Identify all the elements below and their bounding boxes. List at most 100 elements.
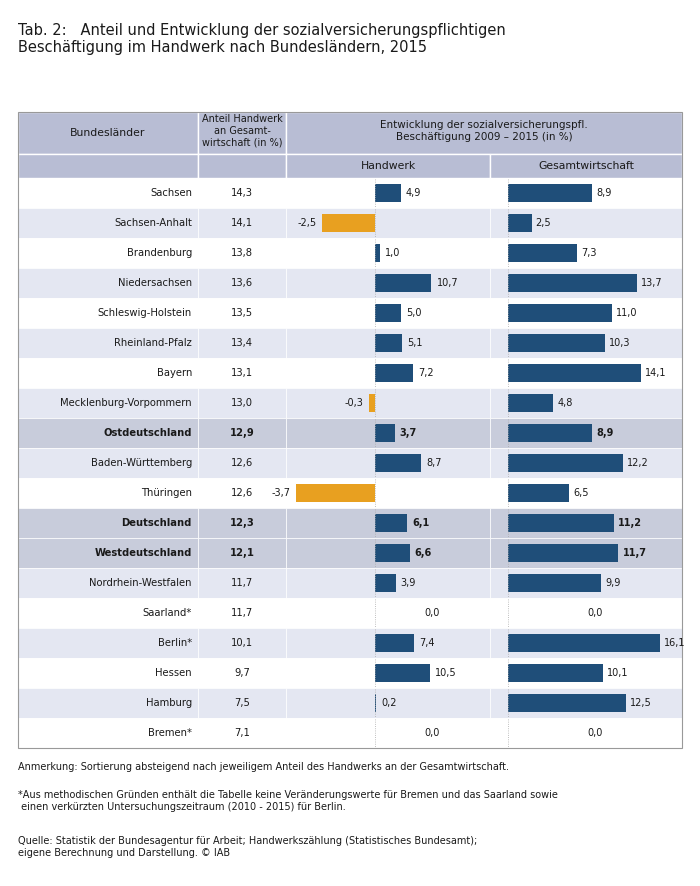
Bar bbox=[490, 388, 682, 418]
Bar bbox=[508, 664, 603, 682]
Text: 7,1: 7,1 bbox=[234, 728, 250, 738]
Text: 11,7: 11,7 bbox=[622, 548, 647, 558]
Bar bbox=[18, 418, 198, 448]
Bar bbox=[286, 538, 490, 568]
Text: 3,7: 3,7 bbox=[400, 428, 416, 438]
Bar bbox=[508, 214, 531, 232]
Bar bbox=[296, 484, 375, 502]
Text: 7,5: 7,5 bbox=[234, 698, 250, 708]
Bar bbox=[375, 544, 410, 562]
Text: Berlin*: Berlin* bbox=[158, 638, 192, 648]
Bar bbox=[18, 268, 198, 298]
Bar bbox=[286, 268, 490, 298]
Bar bbox=[18, 112, 198, 154]
Bar bbox=[18, 538, 198, 568]
Bar bbox=[490, 208, 682, 238]
Bar bbox=[490, 298, 682, 328]
Text: 12,9: 12,9 bbox=[230, 428, 254, 438]
Text: Schleswig-Holstein: Schleswig-Holstein bbox=[98, 308, 192, 318]
Text: Hessen: Hessen bbox=[155, 668, 192, 678]
Text: Baden-Württemberg: Baden-Württemberg bbox=[90, 458, 192, 468]
Bar bbox=[286, 358, 490, 388]
Bar bbox=[369, 394, 375, 412]
Text: 13,0: 13,0 bbox=[231, 398, 253, 408]
Bar bbox=[198, 538, 286, 568]
Text: 13,8: 13,8 bbox=[231, 248, 253, 258]
Text: 2,5: 2,5 bbox=[536, 218, 551, 228]
Text: 6,1: 6,1 bbox=[412, 518, 430, 528]
Bar bbox=[286, 112, 682, 154]
Bar bbox=[18, 112, 682, 748]
Bar bbox=[375, 454, 421, 472]
Text: 3,9: 3,9 bbox=[400, 578, 416, 588]
Text: 12,1: 12,1 bbox=[230, 548, 255, 558]
Text: Tab. 2:   Anteil und Entwicklung der sozialversicherungspflichtigen
Beschäftigun: Tab. 2: Anteil und Entwicklung der sozia… bbox=[18, 23, 505, 56]
Text: -0,3: -0,3 bbox=[344, 398, 363, 408]
Bar bbox=[198, 298, 286, 328]
Bar bbox=[198, 448, 286, 478]
Bar bbox=[508, 394, 553, 412]
Text: Bremen*: Bremen* bbox=[148, 728, 192, 738]
Text: 12,2: 12,2 bbox=[627, 458, 649, 468]
Bar bbox=[18, 238, 198, 268]
Bar bbox=[490, 268, 682, 298]
Bar bbox=[18, 328, 198, 358]
Text: Rheinland-Pfalz: Rheinland-Pfalz bbox=[114, 338, 192, 348]
Text: Deutschland: Deutschland bbox=[122, 518, 192, 528]
Bar bbox=[508, 694, 626, 712]
Bar bbox=[198, 568, 286, 598]
Bar bbox=[508, 364, 641, 382]
Bar bbox=[375, 574, 396, 592]
Text: Thüringen: Thüringen bbox=[141, 488, 192, 498]
Bar bbox=[490, 658, 682, 688]
Text: 5,0: 5,0 bbox=[407, 308, 422, 318]
Bar bbox=[198, 358, 286, 388]
Bar bbox=[286, 568, 490, 598]
Bar bbox=[508, 454, 623, 472]
Bar bbox=[198, 628, 286, 658]
Text: 13,6: 13,6 bbox=[231, 278, 253, 288]
Text: 11,2: 11,2 bbox=[617, 518, 642, 528]
Bar bbox=[198, 238, 286, 268]
Bar bbox=[18, 658, 198, 688]
Text: 4,9: 4,9 bbox=[406, 188, 421, 198]
Text: 10,3: 10,3 bbox=[609, 338, 631, 348]
Bar bbox=[490, 688, 682, 718]
Text: 9,9: 9,9 bbox=[606, 578, 621, 588]
Bar bbox=[490, 418, 682, 448]
Text: Niedersachsen: Niedersachsen bbox=[118, 278, 192, 288]
Text: Anteil Handwerk
an Gesamt-
wirtschaft (in %): Anteil Handwerk an Gesamt- wirtschaft (i… bbox=[202, 114, 282, 148]
Bar bbox=[286, 658, 490, 688]
Bar bbox=[490, 538, 682, 568]
Bar bbox=[18, 388, 198, 418]
Bar bbox=[286, 298, 490, 328]
Text: 6,5: 6,5 bbox=[573, 488, 589, 498]
Bar bbox=[508, 634, 660, 652]
Text: 0,2: 0,2 bbox=[381, 698, 397, 708]
Bar bbox=[286, 154, 490, 178]
Text: Gesamtwirtschaft: Gesamtwirtschaft bbox=[538, 161, 634, 171]
Text: Anmerkung: Sortierung absteigend nach jeweiligem Anteil des Handwerks an der Ges: Anmerkung: Sortierung absteigend nach je… bbox=[18, 762, 509, 772]
Bar bbox=[286, 508, 490, 538]
Bar bbox=[375, 364, 413, 382]
Bar bbox=[18, 154, 198, 178]
Bar bbox=[18, 298, 198, 328]
Text: 5,1: 5,1 bbox=[407, 338, 422, 348]
Text: Bundesländer: Bundesländer bbox=[70, 128, 146, 138]
Bar bbox=[375, 694, 376, 712]
Text: 14,1: 14,1 bbox=[645, 368, 666, 378]
Bar bbox=[375, 304, 401, 322]
Text: 11,7: 11,7 bbox=[231, 578, 253, 588]
Text: Saarland*: Saarland* bbox=[143, 608, 192, 618]
Bar bbox=[508, 574, 601, 592]
Bar bbox=[508, 304, 612, 322]
Bar bbox=[490, 508, 682, 538]
Text: 13,1: 13,1 bbox=[231, 368, 253, 378]
Bar bbox=[508, 424, 592, 442]
Bar bbox=[490, 358, 682, 388]
Text: Handwerk: Handwerk bbox=[360, 161, 416, 171]
Bar bbox=[198, 328, 286, 358]
Bar bbox=[198, 478, 286, 508]
Text: 16,1: 16,1 bbox=[664, 638, 685, 648]
Bar bbox=[490, 478, 682, 508]
